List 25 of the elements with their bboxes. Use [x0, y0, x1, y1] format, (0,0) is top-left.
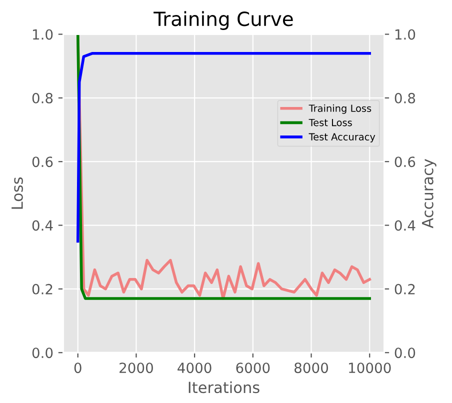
y-tick-label: 0.2	[32, 284, 52, 294]
chart-title: Training Curve	[154, 11, 293, 30]
y-tick-label: 0.0	[32, 348, 53, 358]
y2-tick-label: 0.2	[394, 284, 415, 294]
y-tick-label: 0.4	[32, 220, 53, 231]
y2-tick-label: 0.8	[394, 92, 416, 104]
legend-label: Test Loss	[308, 118, 352, 126]
y2-tick-label: 0.0	[394, 348, 416, 358]
y-tick-label: 0.6	[32, 156, 53, 168]
x-tick-label: 0	[74, 362, 82, 374]
legend-label: Training Loss	[308, 104, 372, 114]
y2-axis-title: Accuracy	[422, 159, 436, 228]
y2-tick-label: 0.6	[394, 156, 416, 168]
x-tick-label: 10000	[349, 362, 391, 374]
y-axis-title: Loss	[12, 177, 23, 209]
x-tick-label: 4000	[178, 362, 212, 374]
y-tick-label: 1.0	[32, 29, 53, 40]
y2-tick-label: 0.4	[394, 220, 416, 231]
y2-tick-label: 1.0	[395, 29, 416, 40]
y-tick-label: 0.8	[32, 92, 53, 104]
legend-label: Test Accuracy	[308, 133, 376, 142]
x-tick-label: 8000	[294, 362, 328, 374]
x-axis-title: Iterations	[188, 381, 260, 394]
x-tick-label: 2000	[120, 362, 153, 374]
x-tick-label: 6000	[236, 362, 270, 374]
